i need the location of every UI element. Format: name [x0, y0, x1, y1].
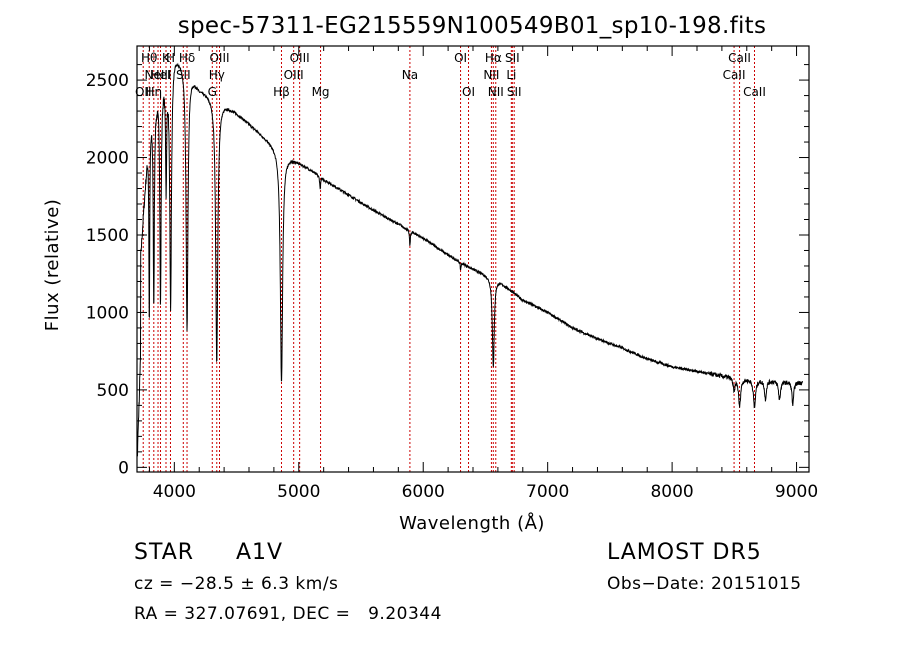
line-marker-label: Hη: [145, 85, 162, 99]
y-tick-label: 500: [97, 381, 129, 401]
line-marker-label: CaII: [743, 85, 766, 99]
chart-title: spec-57311-EG215559N100549B01_sp10-198.f…: [178, 13, 767, 39]
x-tick-label: 7000: [526, 482, 569, 502]
line-marker-label: Hθ: [141, 51, 157, 65]
line-marker-label: OI: [462, 85, 475, 99]
x-tick-label: 8000: [650, 482, 693, 502]
line-marker-label: SII: [176, 68, 191, 82]
line-marker-label: Hδ: [179, 51, 195, 65]
line-marker-label: NeIII: [145, 68, 172, 82]
line-marker-label: Li: [506, 68, 516, 82]
line-marker-label: SII: [507, 85, 522, 99]
line-marker-label: K: [162, 51, 171, 65]
line-marker-label: G: [208, 85, 217, 99]
object-class: STAR: [134, 540, 195, 565]
coordinates: RA = 327.07691, DEC = 9.20344: [134, 604, 442, 624]
y-axis-label: Flux (relative): [42, 199, 63, 332]
y-tick-label: 1000: [86, 303, 129, 323]
line-marker-label: SII: [505, 51, 520, 65]
y-tick-label: 0: [118, 458, 129, 478]
line-marker-label: CaII: [723, 68, 746, 82]
x-axis-label: Wavelength (Å): [399, 512, 545, 534]
y-tick-label: 2000: [86, 149, 129, 169]
line-marker-label: H: [166, 51, 175, 65]
redshift-value: cz = −28.5 ± 6.3 km/s: [134, 574, 339, 594]
x-tick-label: 9000: [775, 482, 818, 502]
y-tick-label: 1500: [86, 226, 129, 246]
line-marker-label: Hα: [485, 51, 502, 65]
line-marker-label: Hγ: [209, 68, 225, 82]
line-marker-label: Mg: [312, 85, 330, 99]
plot-frame: [136, 45, 810, 473]
observation-date: Obs−Date: 20151015: [607, 574, 802, 594]
spectrum-line: [136, 62, 803, 457]
y-tick-label: 2500: [86, 71, 129, 91]
line-marker-labels: OIIHθHηNeIIIHeIKHSIIHδGHγOIIIHβOIIIOIIIM…: [135, 51, 766, 99]
x-tick-label: 6000: [402, 482, 445, 502]
line-markers: [142, 46, 755, 472]
object-subclass: A1V: [236, 540, 284, 565]
y-axis-ticks: 0 500 1000 1500 2000 2500: [86, 64, 809, 478]
line-marker-label: NII: [483, 68, 499, 82]
line-marker-label: OIII: [209, 51, 229, 65]
x-tick-label: 4000: [153, 482, 196, 502]
line-marker-label: OIII: [284, 68, 304, 82]
survey-name: LAMOST DR5: [607, 540, 762, 565]
x-tick-label: 5000: [277, 482, 320, 502]
line-marker-label: HeI: [151, 68, 171, 82]
line-marker-label: Na: [402, 68, 418, 82]
x-axis-ticks: 4000 5000 6000 7000 8000 9000: [148, 46, 818, 502]
line-marker-label: Hβ: [273, 85, 290, 99]
line-marker-label: CaII: [728, 51, 751, 65]
line-marker-label: NII: [488, 85, 504, 99]
line-marker-label: OI: [454, 51, 467, 65]
line-marker-label: OIII: [290, 51, 310, 65]
